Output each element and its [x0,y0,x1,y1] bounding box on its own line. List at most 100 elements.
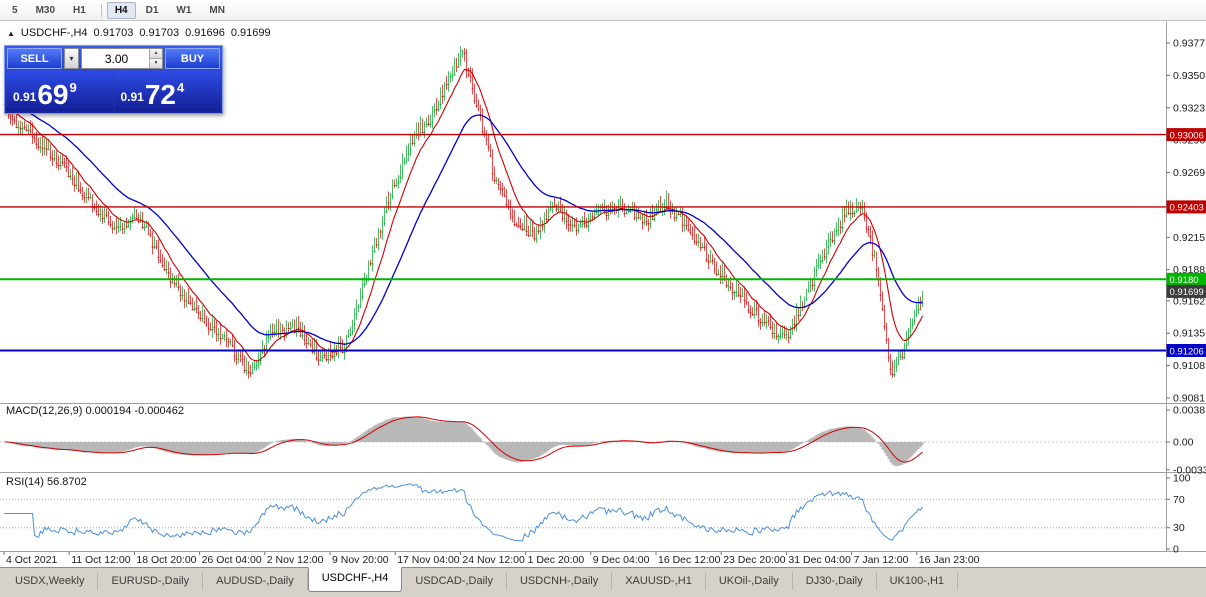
ma-fast-line [4,68,924,362]
timeframe-button-h1[interactable]: H1 [73,4,86,16]
trade-controls-row: SELL ▾ ▲ ▼ BUY [7,48,220,69]
rsi-line [4,483,923,542]
chart-tab-usdcnh-daily[interactable]: USDCNH-,Daily [507,572,613,590]
time-tick-label: 16 Dec 12:00 [658,554,721,566]
volume-spinner: ▲ ▼ [149,49,162,68]
rsi-tick-label: 30 [1173,522,1185,534]
timeframe-button-m30[interactable]: M30 [35,4,56,16]
volume-dropdown-button[interactable]: ▾ [64,48,79,69]
high-value: 0.91703 [139,27,180,39]
timeframe-button-5[interactable]: 5 [12,4,18,16]
uptick-icon: ▲ [7,28,15,38]
up-candle-bodies [17,50,924,376]
volume-input[interactable] [82,49,162,68]
level-price-label-0.93006: 0.93006 [1166,128,1206,141]
toolbar-separator [100,3,102,17]
buy-button[interactable]: BUY [165,48,220,69]
timeframe-button-d1[interactable]: D1 [145,4,159,16]
chart-tab-bar: USDX,Weekly EURUSD-,Daily AUDUSD-,Daily USD… [0,567,1206,597]
one-click-trading-panel: SELL ▾ ▲ ▼ BUY 0.91 69 9 0.91 72 4 [4,45,223,114]
symbol-name: USDCHF-,H4 [20,27,88,39]
price-tick-label: 0.9269 [1173,167,1205,179]
price-tick-label: 0.9350 [1173,70,1205,82]
sell-price-pip-digit: 9 [69,80,77,95]
rsi-tick-label: 0 [1173,544,1179,556]
time-tick-label: 9 Dec 04:00 [593,554,650,566]
price-tick-label: 0.9081 [1173,393,1205,405]
timeframe-button-h4[interactable]: H4 [106,1,136,19]
low-value: 0.91696 [185,27,225,39]
level-price-label-0.92403: 0.92403 [1166,200,1206,214]
sell-price-prefix: 0.91 [13,90,37,104]
price-axis[interactable]: 0.93770.93500.93230.92960.92690.92420.92… [1166,38,1206,556]
time-tick-label: 18 Oct 20:00 [136,554,196,566]
time-tick-label: 11 Oct 12:00 [71,554,131,566]
chart-tab-usdcad-daily[interactable]: USDCAD-,Daily [402,572,507,590]
ma-slow-line [4,103,923,345]
time-tick-label: 17 Nov 04:00 [397,554,460,566]
bid-ask-display: 0.91 69 9 0.91 72 4 [7,71,220,111]
svg-text:0.92403: 0.92403 [1170,203,1204,214]
time-tick-label: 1 Dec 20:00 [528,554,585,566]
macd-tick-label: -0.0033 [1173,464,1206,476]
chart-tab-xauusd-h1[interactable]: XAUUSD-,H1 [612,572,706,590]
price-tick-label: 0.9162 [1173,295,1205,307]
macd-tick-label: 0.00 [1173,437,1194,449]
macd-label: MACD(12,26,9) 0.000194 -0.000462 [6,405,184,417]
time-axis[interactable]: 4 Oct 2021 11 Oct 12:00 18 Oct 20:00 26 Oct… [3,551,980,567]
buy-price-display[interactable]: 0.91 72 4 [114,71,220,111]
svg-text:0.91699: 0.91699 [1170,287,1204,298]
rsi-label: RSI(14) 56.8702 [6,476,87,488]
chart-tab-audusd-daily[interactable]: AUDUSD-,Daily [203,572,308,590]
svg-text:0.9180: 0.9180 [1170,275,1199,286]
chart-borders [0,21,1206,552]
time-tick-label: 23 Dec 20:00 [723,554,786,566]
open-value: 0.91703 [93,27,134,39]
time-tick-label: 2 Nov 12:00 [267,554,324,566]
main-price-pane[interactable] [3,46,924,379]
level-price-label-0.91206: 0.91206 [1166,344,1206,357]
time-tick-label: 7 Jan 12:00 [854,554,909,566]
time-tick-label: 4 Oct 2021 [6,554,58,566]
rsi-pane[interactable] [0,483,1166,542]
time-tick-label: 31 Dec 04:00 [788,554,851,566]
rsi-tick-label: 70 [1173,494,1185,506]
current-price-label: 0.91699 [1166,284,1206,298]
svg-text:0.93006: 0.93006 [1170,130,1204,141]
time-tick-label: 24 Nov 12:00 [462,554,525,566]
time-tick-label: 9 Nov 20:00 [332,554,389,566]
price-tick-label: 0.9323 [1173,102,1205,114]
timeframe-button-mn[interactable]: MN [209,4,225,16]
time-tick-label: 26 Oct 04:00 [202,554,262,566]
price-tick-label: 0.9377 [1173,38,1205,50]
chart-tab-uk100-h1[interactable]: UK100-,H1 [877,572,959,590]
chart-tab-dj30-daily[interactable]: DJ30-,Daily [793,572,877,590]
timeframe-button-w1[interactable]: W1 [176,4,192,16]
level-price-label-0.9180: 0.9180 [1166,272,1206,286]
svg-text:0.91206: 0.91206 [1170,346,1204,357]
timeframe-toolbar: 5 M30 H1 H4 D1 W1 MN [0,0,1206,21]
macd-histogram [5,416,924,467]
chart-tab-usdx-weekly[interactable]: USDX,Weekly [2,572,99,590]
close-value: 0.91699 [230,27,271,39]
macd-tick-label: 0.0038 [1173,405,1205,417]
macd-signal-line [4,416,923,463]
chart-tab-usdchf-h4[interactable]: USDCHF-,H4 [307,567,403,592]
time-tick-label: 16 Jan 23:00 [919,554,980,566]
sell-price-display[interactable]: 0.91 69 9 [7,71,113,111]
chart-tab-eurusd-daily[interactable]: EURUSD-,Daily [98,572,204,590]
price-tick-label: 0.9135 [1173,328,1205,340]
volume-decrease-button[interactable]: ▼ [150,59,162,68]
chevron-down-icon: ▾ [69,54,74,63]
buy-price-prefix: 0.91 [120,90,144,104]
buy-price-pip-digit: 4 [177,80,185,95]
price-tick-label: 0.9108 [1173,360,1205,372]
price-tick-label: 0.9215 [1173,232,1205,244]
sell-price-big-digits: 69 [37,79,69,110]
chart-tab-ukoil-daily[interactable]: UKOil-,Daily [706,572,793,590]
buy-price-big-digits: 72 [144,79,177,110]
sell-button[interactable]: SELL [7,48,62,69]
volume-increase-button[interactable]: ▲ [150,49,162,59]
macd-pane[interactable] [0,416,1166,467]
